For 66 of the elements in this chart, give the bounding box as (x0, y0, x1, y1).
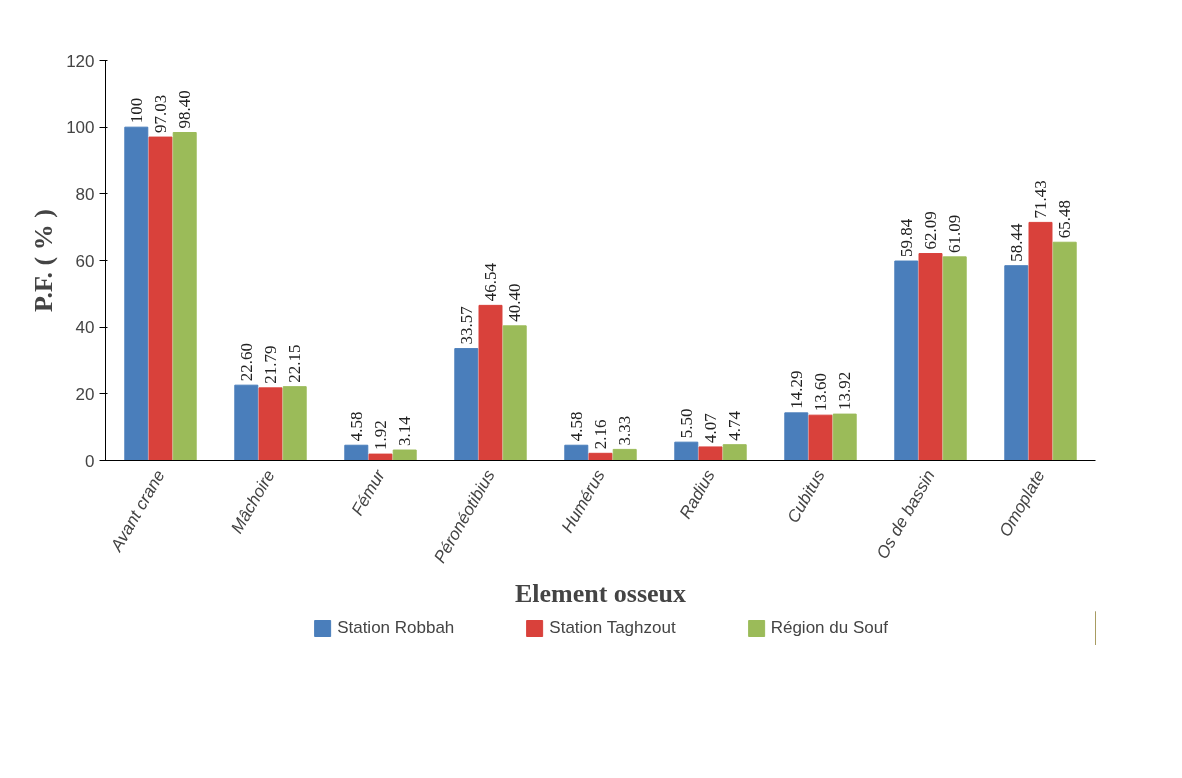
legend-label: Station Taghzout (549, 618, 676, 638)
data-label: 21.79 (261, 345, 280, 384)
bar (564, 444, 589, 461)
data-label: 1.92 (371, 420, 390, 451)
bar (1004, 265, 1029, 461)
data-label: 58.44 (1006, 222, 1026, 262)
bar (942, 256, 967, 461)
data-label: 4.58 (346, 411, 366, 442)
bar (234, 384, 259, 461)
data-label: 65.48 (1055, 199, 1075, 239)
bar (258, 387, 283, 461)
bar (478, 304, 503, 461)
data-label: 4.58 (566, 411, 586, 442)
legend-label: Région du Souf (770, 618, 888, 638)
bar (784, 412, 809, 461)
data-label: 4.07 (701, 412, 720, 443)
x-axis-title: Element osseux (514, 579, 687, 609)
data-label: 40.40 (505, 283, 525, 322)
y-tick-label: 80 (75, 184, 95, 204)
data-label: 61.09 (945, 214, 965, 253)
bar (454, 348, 479, 461)
bar (172, 132, 197, 461)
bar (612, 448, 637, 461)
y-tick-label: 0 (85, 451, 95, 471)
bar (124, 126, 149, 461)
data-label: 100 (126, 97, 146, 124)
data-label: 14.29 (786, 370, 806, 409)
data-label: 62.09 (921, 211, 940, 250)
data-label: 22.15 (285, 344, 305, 383)
data-label: 22.60 (236, 342, 256, 382)
bar (918, 253, 943, 461)
data-label: 59.84 (896, 218, 916, 258)
y-tick-label: 60 (75, 251, 95, 271)
data-label: 13.92 (835, 371, 855, 411)
bar (282, 386, 307, 461)
data-label: 3.14 (395, 415, 415, 447)
data-label: 98.40 (175, 90, 195, 129)
bar (832, 413, 857, 461)
data-label: 4.74 (725, 410, 745, 441)
bar (808, 414, 833, 461)
bar (502, 325, 527, 461)
data-label: 13.60 (811, 372, 830, 412)
y-tick-label: 40 (75, 318, 95, 338)
y-axis-title: P.F. ( % ) (29, 209, 59, 312)
data-label: 46.54 (481, 262, 500, 302)
bar (1052, 241, 1077, 461)
y-tick-label: 20 (75, 384, 95, 404)
data-label: 71.43 (1031, 180, 1050, 219)
bar (722, 444, 747, 461)
bar (344, 444, 369, 461)
legend-label: Station Robbah (337, 618, 455, 638)
y-tick-label: 100 (66, 118, 95, 138)
bar (894, 260, 919, 461)
bar (1028, 221, 1053, 461)
data-label: 3.33 (615, 415, 635, 446)
data-label: 97.03 (151, 94, 170, 134)
y-tick-label: 120 (66, 51, 95, 71)
bar (392, 449, 417, 461)
data-label: 2.16 (591, 419, 610, 450)
bar (588, 452, 613, 461)
bar (148, 136, 173, 461)
data-label: 33.57 (456, 305, 476, 345)
bar (674, 441, 699, 461)
data-label: 5.50 (676, 408, 696, 439)
bar (698, 446, 723, 461)
bar (368, 453, 393, 461)
